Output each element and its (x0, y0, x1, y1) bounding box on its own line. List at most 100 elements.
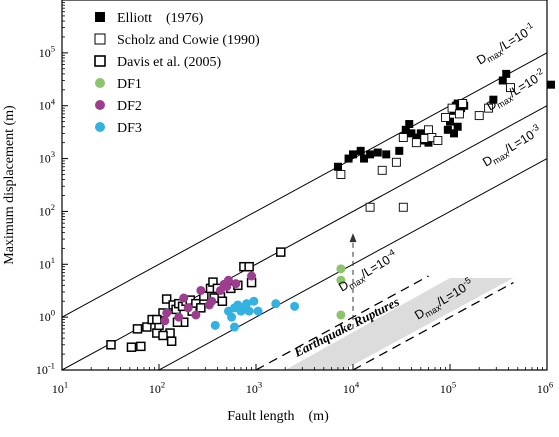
point-elliott-27 (498, 76, 507, 85)
point-scholz-4 (398, 133, 408, 142)
legend-item-2: Scholz and Cowie (1990) (94, 33, 260, 48)
ref-line-label-4: Dmax/L=10-4 (335, 247, 401, 296)
point-scholz-15 (484, 103, 494, 113)
point-scholz-3 (391, 157, 401, 167)
plot-frame (61, 0, 548, 371)
point-davis-1 (106, 340, 116, 350)
point-davis-3 (136, 341, 146, 352)
x-tick-label-3: 103 (246, 380, 262, 396)
point-davis-36 (166, 336, 177, 346)
ref-line-dashed-4 (255, 275, 429, 371)
point-davis-10 (161, 294, 172, 304)
point-elliott-5 (360, 154, 369, 163)
legend-item-1-marker (95, 12, 105, 22)
point-df2-12 (223, 275, 233, 285)
point-df2-13 (231, 279, 241, 289)
point-df2-6 (196, 285, 206, 295)
point-scholz-17 (398, 202, 408, 212)
point-elliott-11 (405, 120, 414, 129)
point-davis-5 (142, 322, 152, 332)
point-df2-8 (207, 296, 217, 306)
point-elliott-2 (344, 154, 353, 163)
point-elliott-24 (450, 129, 459, 138)
point-elliott-7 (373, 148, 382, 157)
point-elliott-8 (382, 150, 391, 159)
legend-item-6-marker (95, 122, 105, 132)
point-elliott-29 (547, 80, 556, 89)
ref-line-label-3: Dmax/L=10-3 (479, 122, 545, 171)
point-elliott-3 (349, 150, 357, 159)
y-tick-label-7: 105 (39, 43, 55, 59)
y-axis-title: Maximum displacement (m) (2, 105, 17, 265)
point-df3-10 (249, 296, 259, 306)
legend-item-3-label: Davis et al. (2005) (117, 55, 222, 70)
legend-item-1: Elliott (1976) (95, 11, 204, 26)
y-tick-label-6: 104 (39, 96, 56, 112)
point-df3-9 (244, 306, 254, 316)
point-elliott-25 (453, 122, 462, 131)
point-df3-13 (290, 301, 300, 311)
point-scholz-1 (336, 170, 346, 179)
x-tick-label-4: 104 (343, 380, 360, 396)
point-scholz-18 (365, 202, 375, 212)
legend-item-4-marker (95, 78, 105, 88)
legend-item-5: DF2 (95, 99, 142, 114)
point-df1-2 (336, 275, 346, 285)
point-scholz-5 (411, 138, 421, 148)
y-tick-label-4: 102 (39, 202, 55, 218)
point-elliott-10 (401, 125, 410, 134)
legend-item-3: Davis et al. (2005) (94, 55, 222, 70)
point-elliott-6 (366, 150, 375, 159)
point-df3-11 (253, 306, 263, 316)
point-df1-3 (336, 310, 346, 320)
legend-item-6: DF3 (95, 121, 142, 136)
point-elliott-9 (395, 146, 404, 155)
point-elliott-4 (356, 146, 365, 155)
point-davis-35 (152, 314, 162, 325)
ref-line-3 (157, 158, 547, 370)
legend-item-5-label: DF2 (117, 99, 142, 114)
point-davis-31 (276, 247, 286, 257)
point-df3-8 (242, 299, 252, 309)
x-axis-title: Fault length (m) (227, 409, 329, 424)
point-elliott-26 (489, 95, 498, 104)
point-scholz-16 (506, 83, 515, 93)
point-df2-4 (183, 303, 193, 313)
point-scholz-9 (433, 136, 443, 145)
x-tick-label-6: 106 (537, 380, 554, 396)
point-elliott-12 (407, 129, 416, 138)
y-tick-label-1: 10-1 (36, 361, 55, 377)
point-df2-5 (191, 310, 201, 320)
point-davis-25 (217, 296, 228, 306)
point-davis-2 (126, 342, 137, 352)
upward-arrow-head (349, 233, 357, 243)
point-elliott-13 (412, 133, 421, 142)
legend-item-4-label: DF1 (117, 77, 142, 92)
legend-item-2-marker (94, 33, 106, 45)
point-scholz-12 (454, 109, 464, 119)
point-davis-19 (196, 303, 206, 313)
point-df2-2 (174, 312, 184, 322)
point-df2-3 (179, 293, 189, 303)
point-davis-29 (244, 261, 254, 272)
x-tick-label-5: 105 (440, 380, 456, 396)
ref-line-label-2: Dmax/L=10-2 (483, 66, 549, 115)
ref-line-1 (62, 52, 547, 318)
point-df2-1 (162, 308, 172, 318)
point-scholz-11 (447, 103, 457, 113)
point-df2-15 (160, 316, 170, 326)
point-elliott-28 (502, 69, 511, 78)
point-df1-1 (336, 264, 346, 274)
legend-item-6-label: DF3 (117, 121, 142, 136)
legend-item-3-marker (94, 55, 106, 67)
y-tick-label-3: 101 (39, 255, 55, 271)
point-davis-32 (158, 330, 168, 341)
point-elliott-14 (416, 129, 425, 138)
legend-item-5-marker (95, 100, 105, 110)
point-scholz-2 (377, 165, 387, 175)
y-tick-label-2: 100 (39, 308, 55, 324)
point-scholz-14 (474, 111, 484, 121)
point-df3-1 (210, 320, 220, 330)
x-tick-label-2: 102 (149, 380, 165, 396)
